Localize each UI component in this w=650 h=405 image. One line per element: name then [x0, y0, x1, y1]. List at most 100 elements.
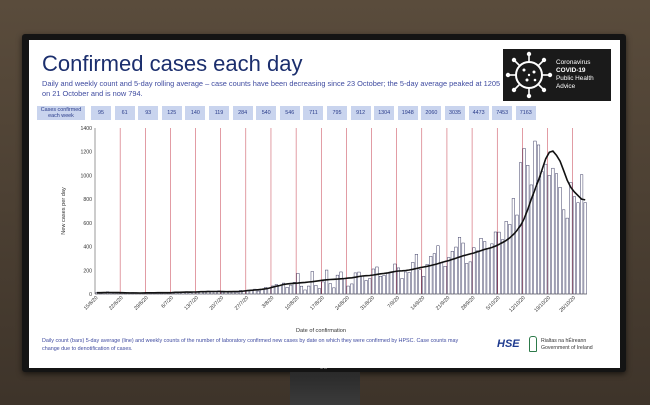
daily-bar — [475, 250, 479, 295]
x-tick-label: 5/10/20 — [485, 295, 502, 312]
weekly-count-cell: 7163 — [515, 106, 536, 120]
daily-bar — [572, 196, 576, 295]
daily-bar — [303, 289, 307, 295]
daily-bar — [332, 287, 336, 295]
daily-bar — [278, 285, 282, 295]
x-tick-label: 22/6/20 — [108, 295, 125, 312]
daily-bar — [285, 287, 289, 295]
daily-bar — [378, 275, 383, 295]
daily-bar — [299, 285, 304, 295]
x-tick-label: 19/10/20 — [533, 295, 552, 314]
weekly-count-cell: 3035 — [445, 106, 465, 120]
daily-bar — [450, 251, 454, 295]
daily-bar — [440, 262, 444, 295]
daily-bar — [414, 254, 418, 295]
daily-bar — [479, 238, 483, 295]
daily-bar — [321, 281, 325, 295]
daily-bar — [508, 224, 512, 295]
daily-bar — [447, 257, 451, 295]
daily-bar — [425, 264, 429, 295]
footer-note: Daily count (bars) 5-day average (line) … — [42, 338, 459, 352]
x-tick-label: 13/7/20 — [183, 295, 200, 312]
x-tick-label: 20/7/20 — [209, 295, 226, 312]
daily-bar — [343, 278, 347, 295]
weekly-count-cell: 119 — [209, 106, 229, 120]
weekly-count-cell: 93 — [138, 106, 159, 120]
slide: Confirmed cases each day Daily and weekl… — [29, 40, 620, 368]
x-tick-label: 24/8/20 — [334, 295, 351, 312]
daily-bar — [382, 275, 386, 295]
daily-bar — [407, 272, 411, 295]
daily-bar — [339, 271, 343, 295]
y-tick-label: 1200 — [80, 150, 92, 156]
x-tick-label: 12/10/20 — [508, 295, 527, 314]
y-tick-label: 1400 — [80, 126, 92, 132]
daily-bar — [497, 231, 501, 295]
daily-bar — [526, 165, 530, 295]
weekly-count-cell: 2060 — [421, 106, 442, 120]
daily-bar — [267, 288, 271, 295]
x-tick-label: 29/6/20 — [133, 295, 150, 312]
tv-stand — [290, 372, 360, 405]
daily-bar — [472, 247, 476, 295]
y-tick-label: 200 — [83, 268, 92, 274]
daily-bar — [386, 272, 390, 295]
daily-bar — [461, 242, 465, 295]
x-tick-label: 17/8/20 — [309, 295, 326, 312]
daily-bar — [375, 266, 379, 295]
weekly-count-cell: 795 — [327, 106, 347, 120]
daily-bar — [335, 274, 339, 295]
daily-bar — [547, 175, 551, 295]
x-tick-label: 6/7/20 — [160, 295, 175, 310]
y-tick-label: 0 — [89, 292, 92, 298]
daily-bar — [404, 271, 408, 295]
tv-brand-logo: LG — [320, 365, 328, 371]
x-tick-label: 27/7/20 — [234, 295, 251, 312]
y-tick-label: 400 — [83, 245, 92, 251]
virus-icon — [505, 51, 553, 99]
daily-bar — [429, 256, 433, 295]
daily-bar — [436, 245, 440, 295]
weekly-count-cell: 284 — [232, 106, 253, 120]
daily-bar — [468, 261, 472, 295]
daily-bar — [569, 182, 573, 295]
x-tick-label: 10/8/20 — [284, 295, 301, 312]
daily-bar — [465, 263, 469, 295]
daily-bar — [361, 275, 365, 295]
daily-bar — [364, 280, 368, 295]
daily-bar — [501, 239, 505, 295]
daily-bar — [328, 283, 332, 295]
daily-bar — [317, 288, 321, 295]
weekly-count-cell: 7453 — [492, 106, 513, 120]
daily-bar — [393, 263, 397, 295]
daily-bar — [353, 272, 357, 295]
daily-bar — [536, 144, 541, 295]
daily-bar — [454, 246, 458, 295]
daily-bar — [576, 202, 580, 295]
weekly-count-cell: 546 — [279, 106, 300, 120]
daily-bar — [490, 243, 494, 295]
daily-bar — [371, 268, 375, 295]
daily-bar — [307, 285, 311, 295]
rolling-average-line — [96, 150, 586, 294]
x-tick-label: 26/10/20 — [559, 295, 578, 314]
weekly-count-cell: 61 — [114, 106, 135, 120]
harp-icon — [529, 336, 537, 352]
weekly-label: Cases confirmed each week — [37, 106, 85, 120]
daily-bar — [443, 266, 447, 295]
daily-bar — [562, 209, 566, 295]
hse-logo: HSE — [497, 338, 520, 350]
government-logo: Rialtas na hÉireann Government of Irelan… — [541, 338, 593, 352]
daily-bar — [256, 290, 260, 295]
y-tick-label: 600 — [83, 221, 92, 227]
daily-bar — [565, 217, 569, 295]
daily-bar — [357, 271, 361, 295]
gov-line-1: Rialtas na hÉireann — [541, 338, 587, 344]
daily-bar — [432, 253, 436, 295]
daily-bar — [368, 278, 372, 295]
daily-bar — [558, 187, 562, 295]
logo-line-2: COVID-19 — [556, 66, 586, 74]
slide-subtitle: Daily and weekly count and 5-day rolling… — [42, 79, 501, 98]
x-tick-label: 21/9/20 — [435, 295, 452, 312]
